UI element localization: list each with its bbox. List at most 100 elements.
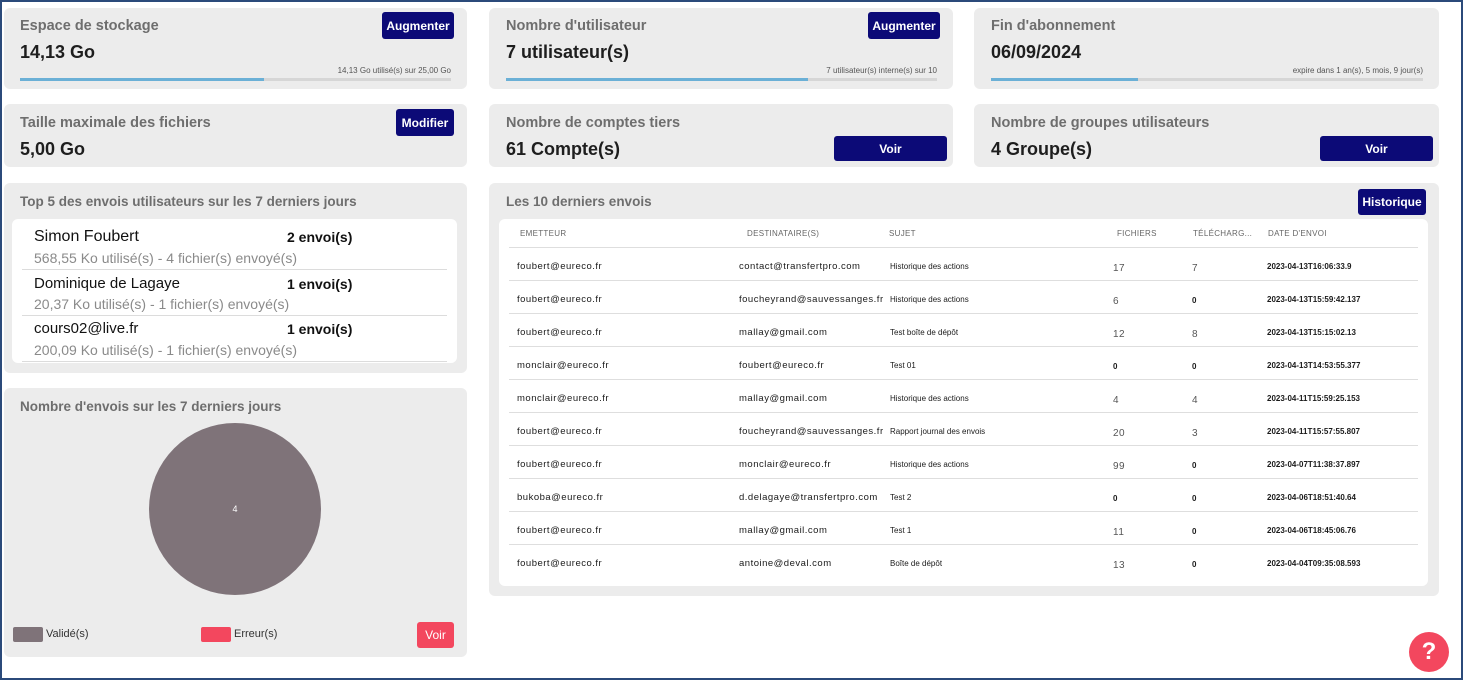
subscription-progress-bar bbox=[991, 78, 1423, 81]
cell-subject: Rapport journal des envois bbox=[890, 427, 986, 436]
modify-max-file-size-button[interactable]: Modifier bbox=[396, 109, 454, 136]
cell-subject: Test boîte de dépôt bbox=[890, 328, 959, 337]
cell-downloads: 3 bbox=[1192, 428, 1199, 439]
legend-label-valid: Validé(s) bbox=[46, 628, 89, 640]
sender-details: 200,09 Ko utilisé(s) - 1 fichier(s) envo… bbox=[34, 342, 297, 358]
users-note: 7 utilisateur(s) interne(s) sur 10 bbox=[826, 66, 937, 75]
cell-downloads: 8 bbox=[1192, 329, 1199, 340]
users-value: 7 utilisateur(s) bbox=[506, 42, 630, 62]
cell-subject: Test 2 bbox=[890, 493, 912, 502]
row-divider bbox=[509, 511, 1418, 512]
list-item[interactable]: cours02@live.fr 1 envoi(s) 200,09 Ko uti… bbox=[22, 316, 447, 362]
subscription-value: 06/09/2024 bbox=[991, 42, 1082, 62]
cell-recipient: foucheyrand@sauvessanges.fr bbox=[739, 294, 884, 305]
users-increase-button[interactable]: Augmenter bbox=[868, 12, 940, 39]
view-third-party-accounts-button[interactable]: Voir bbox=[834, 136, 947, 161]
list-item[interactable]: Simon Foubert 2 envoi(s) 568,55 Ko utili… bbox=[22, 219, 447, 270]
third-party-accounts-card: Nombre de comptes tiers 61 Compte(s) Voi… bbox=[489, 104, 953, 167]
cell-date: 2023-04-04T09:35:08.593 bbox=[1267, 559, 1361, 568]
cell-files: 6 bbox=[1113, 296, 1120, 307]
cell-sender: foubert@eureco.fr bbox=[517, 294, 603, 305]
sender-details: 20,37 Ko utilisé(s) - 1 fichier(s) envoy… bbox=[34, 296, 290, 312]
column-header-recipients[interactable]: DESTINATAIRE(S) bbox=[747, 229, 820, 238]
column-header-sender[interactable]: EMETTEUR bbox=[520, 229, 567, 238]
column-header-files[interactable]: FICHIERS bbox=[1117, 229, 1157, 238]
cell-sender: foubert@eureco.fr bbox=[517, 426, 603, 437]
users-card: Nombre d'utilisateur 7 utilisateur(s) Au… bbox=[489, 8, 953, 89]
cell-files: 12 bbox=[1113, 329, 1126, 340]
pie-slice-label: 4 bbox=[232, 504, 237, 514]
header-divider bbox=[509, 247, 1418, 248]
cell-subject: Historique des actions bbox=[890, 394, 969, 403]
cell-date: 2023-04-11T15:57:55.807 bbox=[1267, 427, 1360, 436]
cell-subject: Historique des actions bbox=[890, 262, 969, 271]
sender-count: 1 envoi(s) bbox=[287, 276, 353, 292]
view-user-groups-button[interactable]: Voir bbox=[1320, 136, 1433, 161]
sends-chart-title: Nombre d'envois sur les 7 derniers jours bbox=[20, 399, 282, 414]
row-divider bbox=[509, 313, 1418, 314]
legend-label-error: Erreur(s) bbox=[234, 628, 278, 640]
table-row[interactable]: foubert@eureco.fr antoine@deval.com Boîte … bbox=[509, 544, 1418, 577]
storage-card: Espace de stockage 14,13 Go Augmenter 14… bbox=[4, 8, 467, 89]
history-button[interactable]: Historique bbox=[1358, 189, 1426, 215]
table-row[interactable]: foubert@eureco.fr foucheyrand@sauvessange… bbox=[509, 412, 1418, 445]
cell-downloads: 0 bbox=[1192, 560, 1197, 569]
third-party-accounts-value: 61 Compte(s) bbox=[506, 139, 621, 159]
cell-recipient: mallay@gmail.com bbox=[739, 327, 828, 338]
table-row[interactable]: monclair@eureco.fr mallay@gmail.com Histor… bbox=[509, 379, 1418, 412]
cell-files: 99 bbox=[1113, 461, 1126, 472]
sender-name: Dominique de Lagaye bbox=[34, 275, 180, 292]
row-divider bbox=[509, 544, 1418, 545]
row-divider bbox=[509, 280, 1418, 281]
user-groups-card: Nombre de groupes utilisateurs 4 Groupe(… bbox=[974, 104, 1439, 167]
legend-swatch-error bbox=[201, 627, 231, 642]
user-groups-value: 4 Groupe(s) bbox=[991, 139, 1093, 159]
divider bbox=[22, 315, 447, 316]
cell-downloads: 0 bbox=[1192, 461, 1197, 470]
storage-value: 14,13 Go bbox=[20, 42, 96, 62]
max-file-size-title: Taille maximale des fichiers bbox=[20, 115, 211, 131]
storage-title: Espace de stockage bbox=[20, 18, 159, 34]
sends-chart-card: Nombre d'envois sur les 7 derniers jours… bbox=[4, 388, 467, 657]
table-row[interactable]: foubert@eureco.fr mallay@gmail.com Test bo… bbox=[509, 313, 1418, 346]
cell-date: 2023-04-13T15:59:42.137 bbox=[1267, 295, 1361, 304]
cell-sender: monclair@eureco.fr bbox=[517, 360, 610, 371]
row-divider bbox=[509, 445, 1418, 446]
cell-sender: foubert@eureco.fr bbox=[517, 525, 603, 536]
cell-subject: Test 01 bbox=[890, 361, 916, 370]
sender-count: 1 envoi(s) bbox=[287, 321, 353, 337]
sender-name: cours02@live.fr bbox=[34, 320, 139, 337]
sender-details: 568,55 Ko utilisé(s) - 4 fichier(s) envo… bbox=[34, 250, 297, 266]
users-progress-bar bbox=[506, 78, 937, 81]
legend-swatch-valid bbox=[13, 627, 43, 642]
storage-increase-button[interactable]: Augmenter bbox=[382, 12, 454, 39]
cell-files: 20 bbox=[1113, 428, 1126, 439]
table-row[interactable]: foubert@eureco.fr foucheyrand@sauvessange… bbox=[509, 280, 1418, 313]
column-header-subject[interactable]: SUJET bbox=[889, 229, 916, 238]
cell-recipient: monclair@eureco.fr bbox=[739, 459, 832, 470]
column-header-send-date[interactable]: DATE D'ENVOI bbox=[1268, 229, 1327, 238]
table-row[interactable]: bukoba@eureco.fr d.delagaye@transfertpro.… bbox=[509, 478, 1418, 511]
pie-slice-valid[interactable] bbox=[149, 423, 321, 595]
table-row[interactable]: monclair@eureco.fr foubert@eureco.fr Test … bbox=[509, 346, 1418, 379]
cell-date: 2023-04-13T14:53:55.377 bbox=[1267, 361, 1361, 370]
table-row[interactable]: foubert@eureco.fr contact@transfertpro.co… bbox=[509, 247, 1418, 280]
storage-progress-fill bbox=[20, 78, 264, 81]
storage-progress-bar bbox=[20, 78, 451, 81]
column-header-downloads[interactable]: TÉLÉCHARG... bbox=[1193, 229, 1253, 238]
cell-downloads: 7 bbox=[1192, 263, 1199, 274]
cell-date: 2023-04-07T11:38:37.897 bbox=[1267, 460, 1360, 469]
cell-downloads: 0 bbox=[1192, 494, 1197, 503]
help-button[interactable]: ? bbox=[1409, 632, 1449, 672]
cell-downloads: 4 bbox=[1192, 395, 1199, 406]
view-sends-button[interactable]: Voir bbox=[417, 622, 454, 648]
cell-subject: Historique des actions bbox=[890, 295, 969, 304]
third-party-accounts-title: Nombre de comptes tiers bbox=[506, 115, 681, 131]
list-item[interactable]: Dominique de Lagaye 1 envoi(s) 20,37 Ko … bbox=[22, 270, 447, 316]
table-row[interactable]: foubert@eureco.fr monclair@eureco.fr Histo… bbox=[509, 445, 1418, 478]
table-row[interactable]: foubert@eureco.fr mallay@gmail.com Test 1 1… bbox=[509, 511, 1418, 544]
cell-sender: foubert@eureco.fr bbox=[517, 327, 603, 338]
cell-files: 0 bbox=[1113, 362, 1118, 371]
cell-subject: Test 1 bbox=[890, 526, 912, 535]
pie-chart: 4 bbox=[149, 423, 321, 595]
